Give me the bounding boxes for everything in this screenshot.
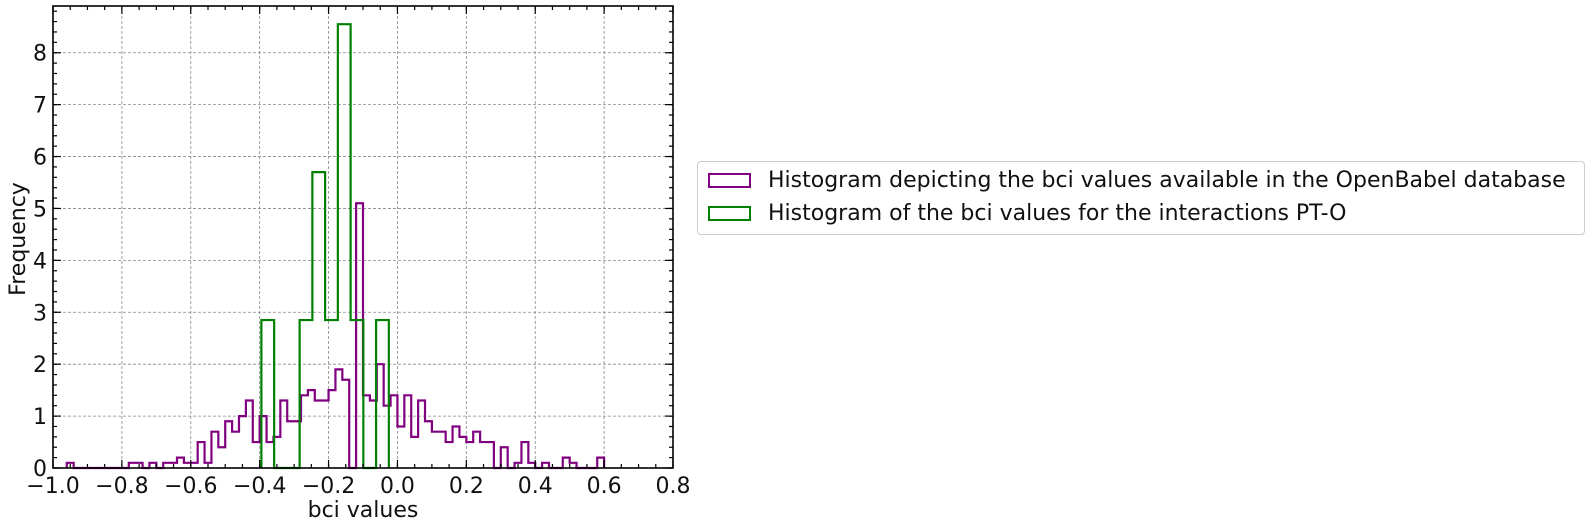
legend-item-openbabel: Histogram depicting the bci values avail… (708, 167, 1566, 193)
y-axis-label: Frequency (6, 182, 31, 296)
histogram-bar (315, 401, 322, 468)
x-tick-label: −0.4 (233, 474, 286, 499)
x-tick-label: 0.0 (380, 474, 415, 499)
histogram-bar (218, 447, 225, 468)
histogram-bar (308, 390, 315, 468)
y-tick-label: 1 (33, 405, 47, 430)
x-tick-labels: −1.0 −0.8 −0.6 −0.4 −0.2 0.0 0.2 0.4 0.6 0.8 (26, 474, 690, 499)
legend-swatch-pt-o (708, 205, 751, 221)
histogram-bar (312, 172, 325, 468)
histogram-bar (232, 432, 239, 468)
histogram-bar (411, 437, 418, 468)
histogram-bar (397, 426, 404, 468)
x-axis-label: bci values (308, 498, 419, 523)
y-tick-label: 6 (33, 146, 47, 171)
x-tick-label: 0.2 (449, 474, 484, 499)
y-tick-labels: 0 1 2 3 4 5 6 7 8 (33, 42, 47, 482)
y-tick-label: 7 (33, 94, 47, 119)
histogram-bar (261, 320, 274, 468)
histogram-bar (432, 432, 439, 468)
histogram-bar (322, 401, 329, 468)
histogram-bar (466, 442, 473, 468)
x-tick-label: 0.4 (518, 474, 553, 499)
y-tick-label: 5 (33, 197, 47, 222)
y-tick-label: 2 (33, 353, 47, 378)
x-tick-label: −0.6 (164, 474, 217, 499)
histogram-bar (329, 390, 336, 468)
legend: Histogram depicting the bci values avail… (697, 161, 1585, 235)
histogram-bar (267, 442, 274, 468)
axis-ticks (52, 6, 674, 469)
x-tick-label: −0.8 (95, 474, 148, 499)
x-tick-label: 0.6 (587, 474, 622, 499)
legend-label-pt-o: Histogram of the bci values for the inte… (768, 200, 1347, 226)
histogram-bar (376, 320, 389, 468)
legend-label-openbabel: Histogram depicting the bci values avail… (768, 167, 1566, 193)
x-tick-label: −0.2 (302, 474, 355, 499)
histogram-bar (287, 421, 294, 468)
y-tick-label: 3 (33, 301, 47, 326)
histogram-series-0 (65, 202, 606, 470)
histogram-bar (300, 320, 313, 468)
y-tick-label: 8 (33, 42, 47, 67)
histogram-bar (325, 320, 338, 468)
x-tick-label: 0.8 (656, 474, 691, 499)
legend-item-pt-o: Histogram of the bci values for the inte… (708, 200, 1347, 226)
y-tick-label: 4 (33, 249, 47, 274)
y-tick-label: 0 (33, 457, 47, 482)
legend-swatch-openbabel (708, 172, 751, 188)
x-tick-label: −1.0 (26, 474, 79, 499)
histogram-bars (65, 23, 606, 470)
histogram-bar (253, 442, 260, 468)
